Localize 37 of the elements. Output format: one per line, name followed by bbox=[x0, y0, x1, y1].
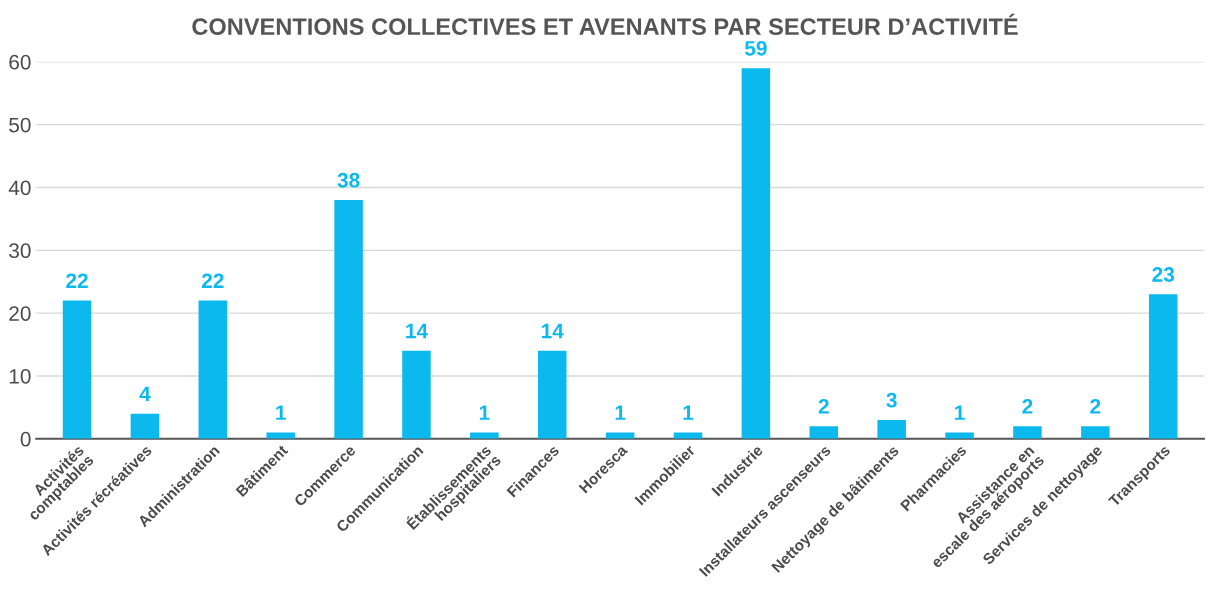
bar bbox=[1013, 426, 1042, 439]
chart-title: CONVENTIONS COLLECTIVES ET AVENANTS PAR SECTEUR D’ACTIVITÉ bbox=[192, 13, 1018, 36]
bar bbox=[130, 413, 160, 439]
y-tick-label: 40 bbox=[8, 180, 31, 196]
data-label: 3 bbox=[886, 392, 897, 408]
y-tick-label: 50 bbox=[9, 117, 31, 133]
y-tick-label: 10 bbox=[9, 368, 31, 384]
data-label: 14 bbox=[541, 323, 564, 339]
data-label: 38 bbox=[337, 172, 360, 188]
data-label: 22 bbox=[201, 273, 224, 288]
bar bbox=[1081, 426, 1110, 439]
bar bbox=[809, 426, 839, 439]
y-tick-label: 30 bbox=[9, 243, 31, 259]
data-label: 2 bbox=[1090, 399, 1101, 414]
data-label: 22 bbox=[66, 273, 88, 288]
data-label: 59 bbox=[744, 40, 767, 56]
bar bbox=[537, 350, 567, 439]
bar bbox=[741, 68, 771, 439]
data-label: 23 bbox=[1152, 267, 1175, 282]
bar bbox=[402, 350, 431, 439]
y-tick-label: 60 bbox=[9, 54, 31, 70]
data-label: 2 bbox=[818, 399, 829, 414]
data-label: 4 bbox=[139, 386, 151, 402]
data-label: 14 bbox=[406, 323, 428, 339]
data-label: 1 bbox=[615, 405, 626, 420]
data-label: 1 bbox=[955, 405, 965, 420]
bar bbox=[62, 300, 92, 439]
bar bbox=[198, 300, 228, 439]
data-label: 1 bbox=[276, 405, 286, 420]
bar bbox=[1148, 294, 1178, 439]
y-tick-label: 0 bbox=[20, 431, 31, 447]
data-label: 1 bbox=[683, 405, 694, 420]
data-label: 2 bbox=[1022, 399, 1033, 414]
bar bbox=[334, 200, 363, 439]
bar bbox=[877, 419, 906, 439]
y-tick-label: 20 bbox=[9, 306, 31, 321]
data-label: 1 bbox=[479, 405, 490, 420]
